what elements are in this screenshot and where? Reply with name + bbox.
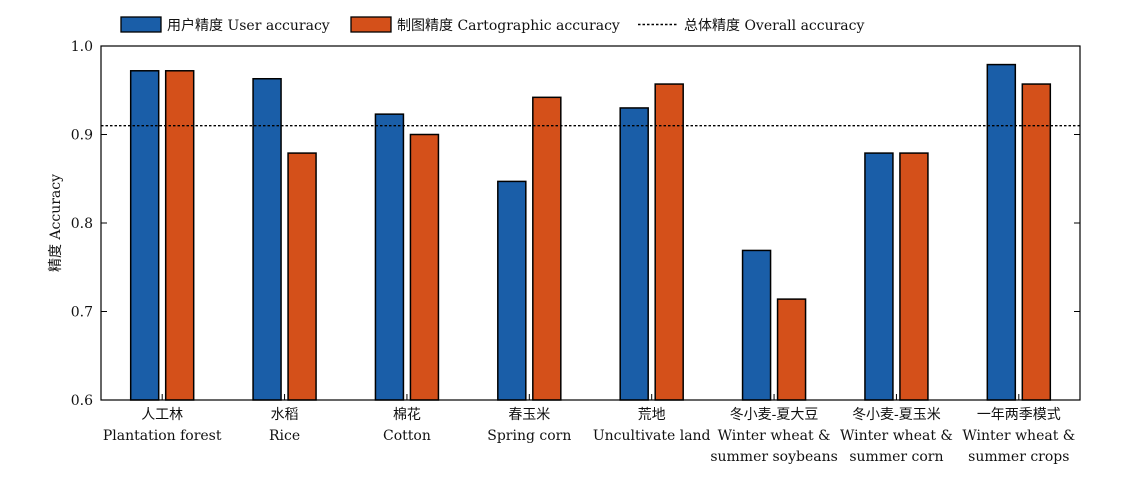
x-category-line-1-0: 水稻	[271, 407, 299, 423]
x-category-line-3-0: 春玉米	[508, 407, 550, 423]
x-category-line-6-2: summer corn	[849, 449, 943, 465]
y-axis-title: 精度 Accuracy	[48, 174, 64, 272]
bar-cartographic-5	[776, 298, 807, 401]
x-category-line-0-1: Plantation forest	[103, 428, 222, 444]
y-tick-label-1: 0.7	[71, 305, 93, 321]
x-category-line-2-0: 棉花	[393, 406, 421, 423]
bar-cartographic-2	[409, 133, 440, 401]
x-category-line-5-1: Winter wheat &	[718, 428, 831, 444]
x-category-line-4-0: 荒地	[638, 407, 666, 423]
y-tick-label-4: 1.0	[71, 39, 93, 55]
bar-user-7	[986, 63, 1017, 401]
legend-swatch-0	[120, 16, 162, 33]
x-category-label-3: 春玉米 Spring corn	[487, 407, 571, 444]
bar-user-5	[741, 249, 772, 401]
x-category-line-5-2: summer soybeans	[710, 449, 838, 465]
bar-cartographic-6	[899, 152, 929, 401]
x-category-label-1: 水稻 Rice	[269, 407, 300, 444]
x-category-line-0-0: 人工林	[141, 407, 183, 423]
legend-label-overall: 总体精度 Overall accuracy	[684, 18, 864, 34]
x-axis: 人工林 Plantation forest 水稻 Rice 棉花 Cotton 春玉米 Spr…	[103, 394, 1075, 465]
bar-user-3	[497, 180, 527, 401]
x-category-label-5: 冬小麦-夏大豆 Winter wheat & summer soybeans	[710, 407, 838, 465]
x-category-line-7-0: 一年两季模式	[977, 407, 1061, 423]
bar-cartographic-3	[532, 96, 562, 401]
y-tick-label-0: 0.6	[71, 393, 93, 409]
legend-label-0: 用户精度 User accuracy	[167, 17, 330, 34]
x-category-label-6: 冬小麦-夏玉米 Winter wheat & summer corn	[840, 407, 953, 465]
x-category-line-7-1: Winter wheat &	[962, 428, 1075, 444]
y-tick-label-3: 0.9	[71, 128, 93, 144]
x-category-line-6-1: Winter wheat &	[840, 428, 953, 444]
bar-cartographic-4	[654, 83, 684, 401]
legend: 用户精度 User accuracy 制图精度 Cartographic accu…	[120, 16, 864, 34]
bar-user-1	[252, 77, 282, 401]
bar-user-0	[129, 70, 160, 401]
x-category-label-2: 棉花 Cotton	[383, 406, 431, 444]
legend-label-1: 制图精度 Cartographic accuracy	[397, 18, 620, 34]
bar-user-2	[374, 113, 405, 401]
plot-frame	[100, 45, 1081, 401]
bar-cartographic-7	[1021, 83, 1052, 401]
x-category-line-5-0: 冬小麦-夏大豆	[730, 407, 819, 423]
x-category-label-4: 荒地 Uncultivate land	[593, 407, 711, 444]
legend-swatch-1	[350, 16, 392, 33]
y-tick-label-2: 0.8	[71, 216, 93, 232]
x-category-line-6-0: 冬小麦-夏玉米	[852, 407, 941, 423]
x-category-label-0: 人工林 Plantation forest	[103, 407, 222, 444]
y-axis: 0.6 0.7 0.8 0.9 1.0	[71, 39, 1080, 409]
x-category-line-7-2: summer crops	[968, 449, 1069, 465]
bar-user-4	[619, 107, 649, 401]
bar-user-6	[864, 152, 894, 401]
x-category-line-1-1: Rice	[269, 428, 300, 444]
x-category-line-4-1: Uncultivate land	[593, 428, 711, 444]
x-category-line-3-1: Spring corn	[487, 428, 571, 444]
bar-cartographic-0	[164, 70, 195, 401]
plot-area	[100, 45, 1081, 401]
bar-cartographic-1	[287, 152, 317, 401]
x-category-label-7: 一年两季模式 Winter wheat & summer crops	[962, 407, 1075, 465]
x-category-line-2-1: Cotton	[383, 428, 431, 444]
